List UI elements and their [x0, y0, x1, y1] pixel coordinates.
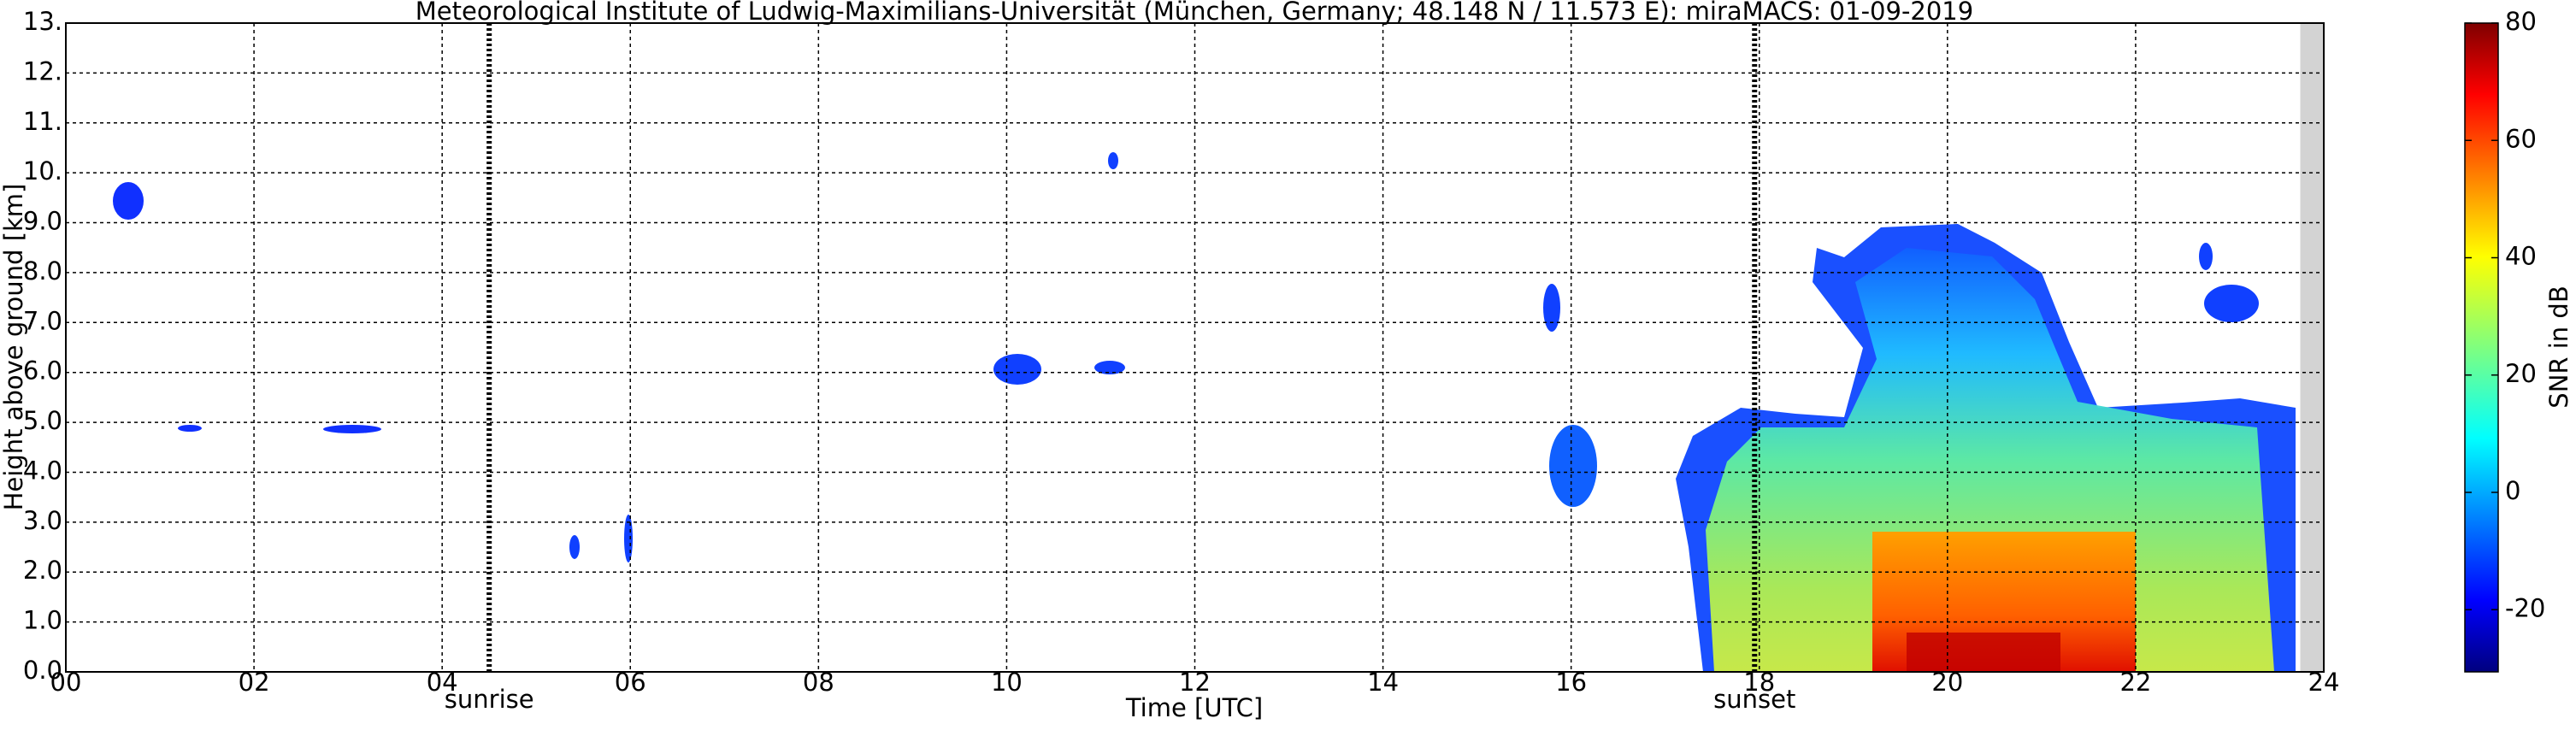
x-axis-label: Time [UTC]	[1125, 693, 1263, 722]
colorbar-tick-label: 20	[2505, 359, 2537, 388]
y-tick-label: 1.0	[23, 606, 62, 635]
y-axis-label: Height above ground [km]	[0, 184, 28, 511]
marker-label: sunrise	[445, 685, 534, 714]
nodata-span	[2300, 23, 2324, 672]
colorbar-tick-label: 60	[2505, 124, 2537, 153]
y-tick-label: 3.0	[23, 506, 62, 535]
y-tick-label: 10.	[23, 156, 62, 185]
colorbar-label: SNR in dB	[2544, 286, 2573, 408]
y-tick-label: 13.	[23, 7, 62, 36]
y-tick-label: 5.0	[23, 406, 62, 435]
plot-frame	[65, 22, 2325, 673]
colorbar	[2464, 22, 2499, 673]
y-tick-label: 11.	[23, 107, 62, 136]
colorbar-tick-label: 40	[2505, 242, 2537, 271]
y-tick-label: 4.0	[23, 456, 62, 485]
y-tick-label: 8.0	[23, 256, 62, 286]
colorbar-tick-label: 0	[2505, 476, 2520, 505]
y-tick-label: 6.0	[23, 356, 62, 386]
y-tick-label: 9.0	[23, 207, 62, 236]
radar-echoes	[113, 152, 2296, 672]
y-tick-label: 7.0	[23, 306, 62, 335]
y-tick-label: 2.0	[23, 556, 62, 585]
y-tick-label: 0.0	[23, 656, 62, 685]
y-tick-label: 12.	[23, 56, 62, 85]
colorbar-tick-label: -20	[2505, 593, 2545, 622]
marker-label: sunset	[1713, 685, 1795, 714]
colorbar-tick-label: 80	[2505, 7, 2537, 36]
chart-title: Meteorological Institute of Ludwig-Maxim…	[416, 0, 1973, 26]
